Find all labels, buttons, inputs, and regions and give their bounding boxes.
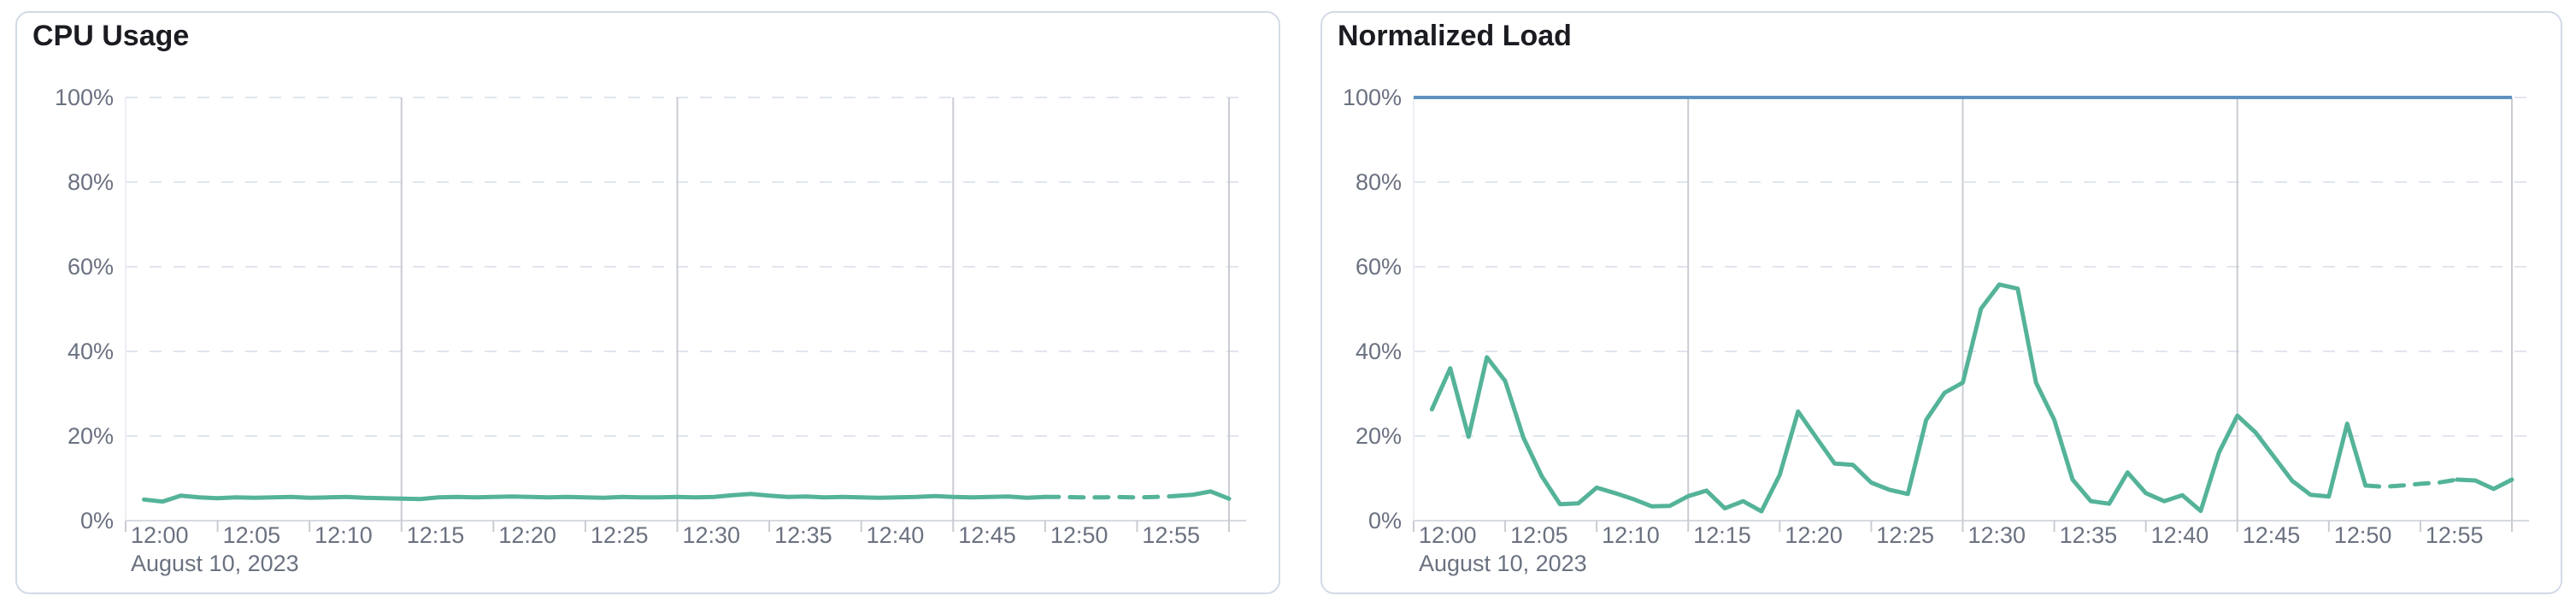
x-tick-label-12:55: 12:55 [1142,522,1200,548]
cpu-usage-line-solid [142,492,1048,504]
normalized-load-line-dashed-estimate [2363,477,2460,489]
x-tick-label-12:30: 12:30 [1968,522,2026,548]
normalized-load-line-solid-end [2455,477,2514,492]
y-tick-label-100%: 100% [1343,85,1402,110]
normalized-load-plot-hover-area[interactable] [1414,97,2512,521]
cpu-usage-title: CPU Usage [32,20,190,52]
cpu-usage-plot-hover-area[interactable] [126,97,1229,521]
y-tick-label-80%: 80% [68,169,114,195]
x-tick-label-12:35: 12:35 [2060,522,2118,548]
x-tick-label-12:15: 12:15 [1693,522,1751,548]
x-tick-label-12:50: 12:50 [2334,522,2392,548]
panel-cpu-usage: CPU Usage 0% 20% 40% 60% 80% 100% 12:00 12:05 12… [15,11,1280,594]
x-tick-label-12:55: 12:55 [2426,522,2484,548]
cpu-usage-line-solid-end [1172,489,1232,501]
x-tick-label-12:50: 12:50 [1050,522,1109,548]
normalized-load-line-solid [1429,282,2368,514]
y-tick-label-40%: 40% [68,339,114,364]
y-tick-label-20%: 20% [1356,423,1402,449]
cpu-usage-svg: 0% 20% 40% 60% 80% 100% 12:00 12:05 12:10 12:15 12… [55,85,1246,576]
panel-normalized-load: Normalized Load 0% 20% 40% 60% 80% 100% 12:00 1… [1320,11,2562,594]
normalized-load-chart: 0% 20% 40% 60% 80% 100% 12:00 12:05 12:10 12:15 12… [1322,13,2561,592]
x-tick-label-12:25: 12:25 [591,522,649,548]
y-tick-label-0%: 0% [80,508,114,533]
x-tick-label-12:40: 12:40 [2151,522,2209,548]
x-tick-label-12:10: 12:10 [315,522,373,548]
x-tick-label-12:30: 12:30 [683,522,741,548]
x-tick-label-12:20: 12:20 [1785,522,1843,548]
x-tick-label-12:20: 12:20 [498,522,556,548]
x-axis-date-label: August 10, 2023 [1419,551,1587,576]
x-tick-label-12:45: 12:45 [958,522,1016,548]
cpu-usage-chart: 0% 20% 40% 60% 80% 100% 12:00 12:05 12:10 12:15 12… [17,13,1279,592]
x-tick-label-12:45: 12:45 [2243,522,2301,548]
x-tick-label-12:00: 12:00 [131,522,189,548]
y-tick-label-60%: 60% [1356,254,1402,280]
x-tick-label-12:40: 12:40 [867,522,925,548]
x-tick-label-12:25: 12:25 [1876,522,1934,548]
y-tick-label-80%: 80% [1356,169,1402,195]
cpu-usage-line-dashed-estimate [1043,493,1176,500]
x-tick-label-12:35: 12:35 [774,522,832,548]
x-tick-label-12:05: 12:05 [223,522,281,548]
x-tick-label-12:15: 12:15 [407,522,465,548]
x-tick-label-12:00: 12:00 [1419,522,1477,548]
y-tick-label-60%: 60% [68,254,114,280]
x-axis-date-label: August 10, 2023 [131,551,299,576]
x-tick-label-12:05: 12:05 [1510,522,1568,548]
y-tick-label-20%: 20% [68,423,114,449]
y-tick-label-0%: 0% [1368,508,1402,533]
normalized-load-title: Normalized Load [1338,20,1572,52]
x-tick-label-12:10: 12:10 [1602,522,1660,548]
normalized-load-svg: 0% 20% 40% 60% 80% 100% 12:00 12:05 12:10 12:15 12… [1343,85,2529,576]
y-tick-label-40%: 40% [1356,339,1402,364]
y-tick-label-100%: 100% [55,85,114,110]
